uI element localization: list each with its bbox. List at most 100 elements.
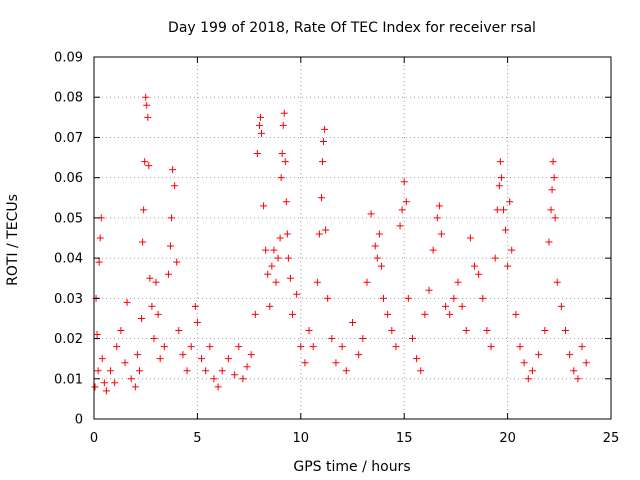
data-point (392, 343, 400, 351)
data-point (143, 101, 151, 109)
data-point (417, 367, 425, 375)
data-point (138, 314, 146, 322)
y-tick-label: 0.07 (54, 131, 83, 146)
data-point (520, 359, 528, 367)
data-point (462, 327, 470, 335)
data-point (94, 367, 102, 375)
data-point (301, 359, 309, 367)
grid-lines (94, 57, 611, 419)
data-point (95, 258, 103, 266)
data-point (251, 310, 259, 318)
data-point (171, 182, 179, 190)
data-point (562, 327, 570, 335)
data-point (278, 150, 286, 158)
data-point (547, 206, 555, 214)
x-tick-label: 15 (396, 431, 413, 446)
axis-ticks: 0 0.01 0.02 0.03 0.04 0.05 0.06 0.07 0.08 0.09 0 5 1… (54, 51, 619, 447)
data-point (154, 310, 162, 318)
data-point (96, 234, 104, 242)
data-point (578, 343, 586, 351)
data-point (516, 343, 524, 351)
data-point (471, 262, 479, 270)
data-point (373, 254, 381, 262)
data-point (454, 278, 462, 286)
data-point (495, 182, 503, 190)
data-point (557, 302, 565, 310)
x-tick-label: 25 (603, 431, 620, 446)
data-point (289, 310, 297, 318)
data-point (545, 238, 553, 246)
data-point (121, 359, 129, 367)
data-point (107, 367, 115, 375)
data-point (582, 359, 590, 367)
data-point (338, 343, 346, 351)
data-point (260, 202, 268, 210)
data-point (408, 335, 416, 343)
data-point (349, 318, 356, 326)
data-point (497, 174, 505, 182)
data-point (164, 270, 172, 278)
data-point (117, 327, 125, 335)
x-tick-label: 5 (193, 431, 201, 446)
data-point (160, 343, 168, 351)
data-point (433, 214, 441, 222)
data-point (235, 343, 243, 351)
data-point (179, 351, 187, 359)
data-point (276, 234, 284, 242)
data-point (168, 214, 176, 222)
data-point (359, 335, 367, 343)
data-point (98, 355, 106, 363)
data-point (167, 242, 175, 250)
data-point (281, 158, 289, 166)
data-point (198, 355, 206, 363)
data-point (175, 327, 183, 335)
y-tick-label: 0.03 (54, 292, 83, 307)
x-tick-label: 10 (293, 431, 310, 446)
data-point (491, 254, 499, 262)
data-point (413, 355, 421, 363)
data-point (321, 125, 329, 133)
data-point (535, 351, 543, 359)
data-point (274, 254, 282, 262)
data-point (253, 150, 261, 158)
data-point (280, 109, 288, 117)
data-point (272, 278, 280, 286)
data-point (283, 230, 291, 238)
data-point (102, 387, 110, 395)
data-point (528, 367, 536, 375)
data-point (398, 206, 406, 214)
data-point (270, 246, 278, 254)
y-tick-label: 0.01 (54, 372, 83, 387)
data-point (496, 158, 504, 166)
data-point (214, 383, 222, 391)
data-point (152, 278, 160, 286)
data-point (148, 302, 156, 310)
data-point (499, 206, 507, 214)
data-point (293, 290, 301, 298)
data-point (429, 246, 437, 254)
data-point (146, 274, 154, 282)
data-point (317, 194, 325, 202)
data-point (502, 226, 510, 234)
data-point (141, 158, 149, 166)
data-point (183, 367, 191, 375)
data-point (224, 355, 232, 363)
data-point (328, 335, 336, 343)
data-point (450, 294, 458, 302)
data-point (371, 242, 379, 250)
y-tick-label: 0.05 (54, 211, 83, 226)
data-point (247, 351, 255, 359)
data-point (256, 113, 264, 121)
data-point (93, 331, 101, 339)
data-point (574, 375, 582, 383)
data-marks (91, 93, 590, 395)
data-point (508, 246, 516, 254)
data-point (279, 121, 287, 129)
data-point (446, 310, 454, 318)
data-point (442, 302, 450, 310)
y-tick-label: 0.04 (54, 252, 83, 267)
data-point (375, 230, 383, 238)
data-point (113, 343, 121, 351)
data-point (421, 310, 429, 318)
